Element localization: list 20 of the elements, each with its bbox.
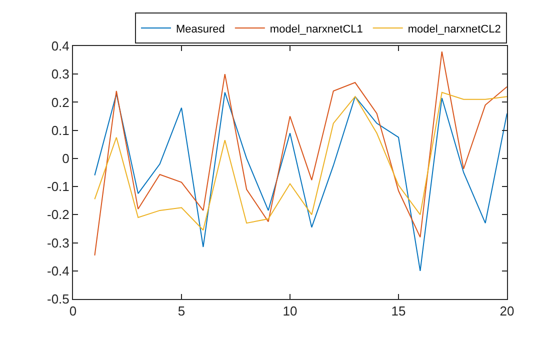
- y-tick-label: -0.1: [46, 179, 70, 194]
- y-tick-label: 0.2: [51, 94, 70, 110]
- line-series: [94, 92, 507, 272]
- y-tick-label: 0: [62, 150, 70, 166]
- y-tick-label: 0.1: [51, 122, 70, 138]
- y-tick-label: 0.3: [51, 66, 70, 82]
- x-tick-label: 15: [391, 304, 406, 319]
- line-series: [94, 51, 507, 256]
- legend-label: model_narxnetCL2: [408, 23, 501, 36]
- line-series: [94, 92, 507, 231]
- x-tick-label: 20: [500, 304, 514, 319]
- legend-label: Measured: [176, 23, 225, 36]
- y-tick-label: -0.5: [46, 292, 70, 307]
- x-tick-label: 10: [282, 304, 298, 319]
- y-tick-label: -0.4: [46, 263, 70, 278]
- legend-label: model_narxnetCL1: [270, 23, 363, 36]
- x-tick-label: 5: [178, 304, 186, 319]
- y-tick-label: -0.2: [46, 207, 70, 222]
- y-tick-label: -0.3: [46, 235, 70, 250]
- y-tick-label: 0.4: [51, 38, 70, 54]
